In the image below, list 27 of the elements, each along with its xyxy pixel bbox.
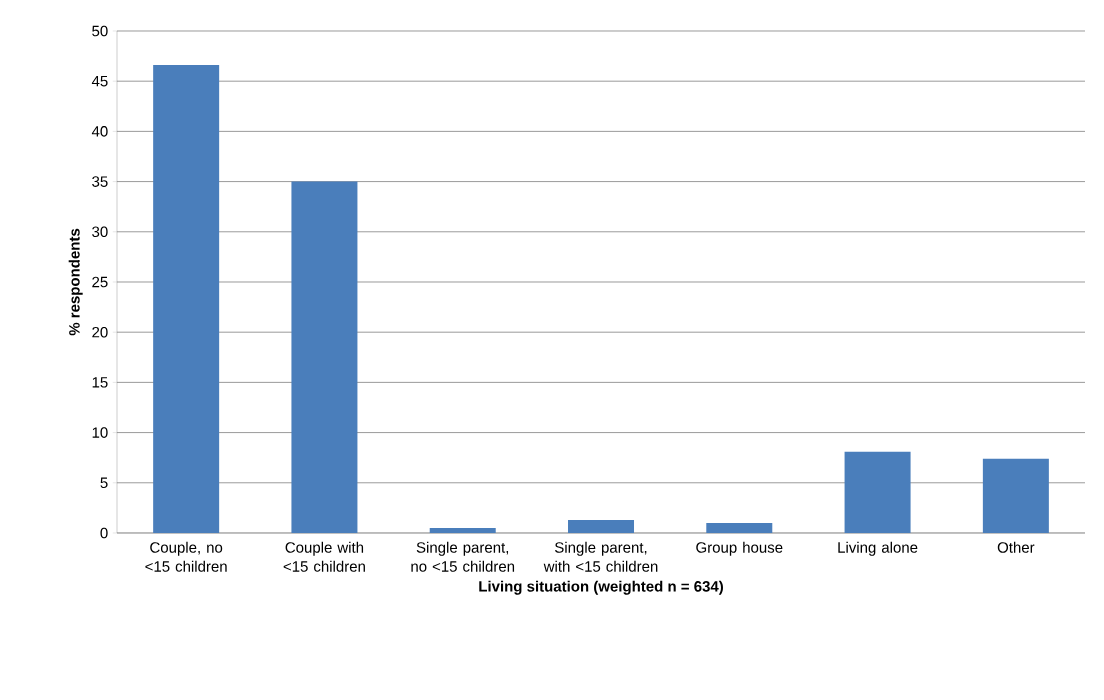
y-tick-label: 15 [92,377,108,388]
y-tick-label: 25 [92,276,108,288]
x-axis-title: Living situation (weighted n = 634) [479,580,723,595]
bar [291,181,358,533]
x-tick-label: Single parent, no <15 children [411,541,515,572]
x-tick-label: Other [997,541,1035,553]
y-tick-label: 5 [100,477,108,489]
y-tick-label: 30 [92,226,108,238]
bar [429,527,496,533]
bar [844,451,911,533]
bar [982,458,1049,533]
y-tick-label: 0 [100,527,108,539]
bar [153,65,220,533]
bar [706,522,773,533]
y-tick-label: 50 [92,25,108,37]
y-tick-label: 10 [92,427,108,438]
y-tick-label: 40 [91,126,108,137]
x-tick-label: Single parent, with <15 children [543,541,658,572]
x-tick-label: Couple with <15 children [283,541,365,572]
y-tick-label: 35 [92,176,108,187]
y-tick-label: 45 [91,75,108,87]
y-axis-title: % respondents [68,228,83,336]
x-tick-label: Couple, no <15 children [145,541,227,572]
bar [568,519,635,533]
y-tick-label: 20 [92,326,108,338]
x-tick-label: Living alone [838,541,918,556]
x-tick-label: Group house [696,541,783,556]
